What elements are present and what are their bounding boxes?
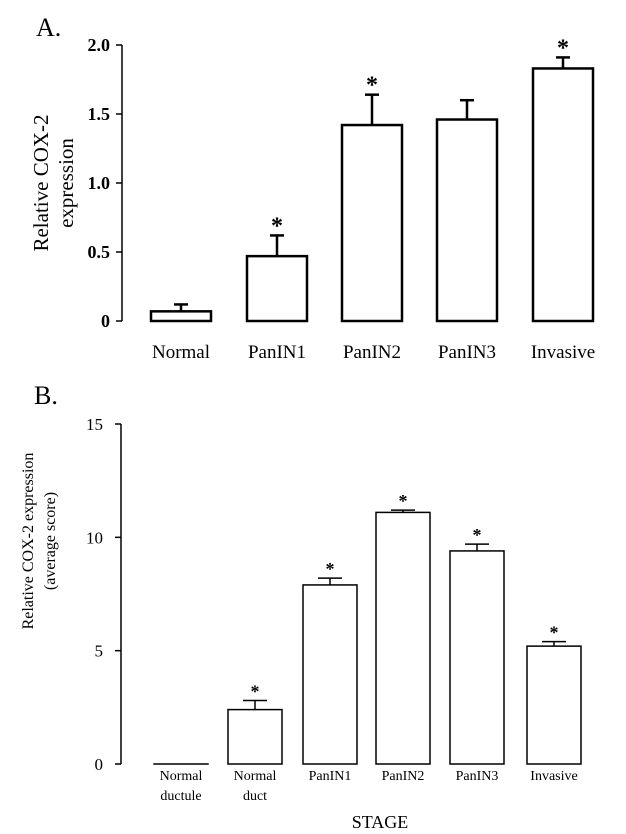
panel-a-bar-4 bbox=[531, 67, 595, 323]
panel-b-bar-1 bbox=[227, 708, 283, 765]
panel-a-y-tick-label: 0 bbox=[101, 311, 110, 331]
panel-b-y-tick-label: 5 bbox=[95, 642, 104, 661]
panel-a: A. Relative COX-2 expression 0 0.5 1.0 1.5 2… bbox=[29, 13, 595, 363]
panel-b-ylabel-line1: Relative COX-2 expression bbox=[20, 453, 37, 630]
panel-b-bar-3 bbox=[375, 511, 431, 765]
panel-a-category-label: Invasive bbox=[531, 342, 595, 363]
panel-b-significance-star: * bbox=[473, 525, 482, 545]
panel-b-label: B. bbox=[34, 381, 58, 410]
panel-a-bar-0 bbox=[149, 310, 213, 323]
panel-a-significance-star: * bbox=[366, 73, 378, 99]
panel-a-y-tick-label: 1.5 bbox=[88, 104, 111, 124]
panel-a-category-label: PanIN2 bbox=[343, 342, 401, 363]
panel-a-significance-star: * bbox=[557, 35, 569, 61]
panel-a-category-label: PanIN1 bbox=[248, 342, 306, 363]
panel-a-bar-1 bbox=[245, 254, 309, 323]
panel-a-significance-star: * bbox=[271, 213, 283, 239]
panel-b-significance-star: * bbox=[251, 682, 260, 702]
panel-b-category-label: ductule bbox=[160, 789, 201, 804]
panel-a-ylabel-line2: expression bbox=[54, 138, 78, 228]
panel-b-category-label: Normal bbox=[234, 769, 277, 784]
panel-b-axes: 0 5 10 15 bbox=[86, 415, 122, 774]
panel-a-bar-3 bbox=[435, 118, 499, 323]
panel-b-significance-star: * bbox=[399, 491, 408, 511]
panel-b-xlabel: STAGE bbox=[352, 812, 409, 832]
panel-b-significance-star: * bbox=[550, 623, 559, 643]
panel-b-bar-2 bbox=[302, 584, 358, 765]
panel-b-category-label: Normal bbox=[160, 769, 203, 784]
panel-b-category-label: duct bbox=[243, 789, 267, 804]
panel-b-category-label: PanIN3 bbox=[456, 769, 499, 784]
panel-a-label: A. bbox=[36, 13, 61, 42]
panel-a-axes: 0 0.5 1.0 1.5 2.0 bbox=[88, 35, 123, 331]
panel-b-category-label: PanIN1 bbox=[309, 769, 352, 784]
panel-a-y-tick-label: 2.0 bbox=[88, 35, 111, 55]
panel-a-y-tick-label: 0.5 bbox=[88, 242, 111, 262]
panel-a-bars: Normal * PanIN1 * PanIN2 PanIN3 * Invasive bbox=[149, 35, 595, 363]
panel-b-significance-star: * bbox=[326, 559, 335, 579]
panel-a-category-label: PanIN3 bbox=[438, 342, 496, 363]
panel-a-y-tick-label: 1.0 bbox=[88, 173, 111, 193]
panel-b-category-label: Invasive bbox=[530, 769, 577, 784]
panel-b-bar-4 bbox=[449, 550, 505, 765]
panel-b-category-label: PanIN2 bbox=[382, 769, 425, 784]
panel-a-ylabel-line1: Relative COX-2 bbox=[29, 114, 53, 251]
panel-b-y-tick-label: 10 bbox=[86, 528, 103, 547]
panel-a-category-label: Normal bbox=[152, 342, 210, 363]
panel-b-ylabel-line2: (average score) bbox=[42, 492, 59, 590]
panel-a-bar-2 bbox=[340, 123, 404, 323]
panel-b-bar-5 bbox=[526, 645, 582, 765]
panel-b-y-tick-label: 15 bbox=[86, 415, 103, 434]
panel-b: B. Relative COX-2 expression (average sc… bbox=[20, 381, 582, 832]
panel-b-y-tick-label: 0 bbox=[95, 755, 104, 774]
panel-b-bars: Normal ductule * Normal duct * PanIN1 * PanIN2 * P… bbox=[153, 491, 582, 804]
